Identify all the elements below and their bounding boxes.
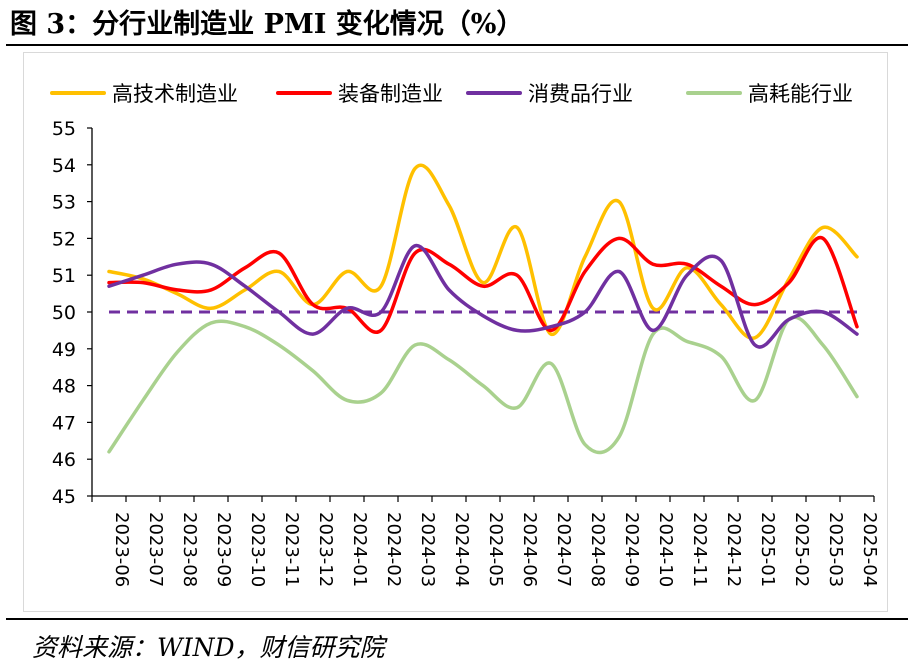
x-tick-label: 2023-09 — [213, 512, 234, 587]
bottom-rule — [6, 618, 908, 620]
y-tick-label: 46 — [52, 449, 76, 471]
legend-label-3: 消费品行业 — [528, 82, 633, 106]
x-tick-label: 2023-12 — [315, 512, 336, 587]
y-tick-label: 53 — [52, 192, 76, 214]
x-tick-label: 2025-02 — [791, 512, 812, 587]
x-tick-label: 2024-11 — [689, 512, 710, 587]
x-tick-label: 2025-01 — [757, 512, 778, 587]
x-axis: 2023-06 2023-07 2023-08 2023-09 2023-10 2023-… — [91, 495, 880, 587]
source-note: 资料来源：WIND，财信研究院 — [32, 633, 385, 662]
x-tick-label: 2024-04 — [451, 512, 472, 587]
series-layer — [107, 163, 859, 455]
y-tick-label: 47 — [52, 412, 76, 434]
y-tick-label: 50 — [52, 302, 76, 324]
x-tick-label: 2025-04 — [859, 512, 880, 587]
series-line-2 — [107, 235, 859, 334]
x-tick-label: 2023-07 — [145, 512, 166, 587]
x-tick-label: 2024-05 — [485, 512, 506, 587]
x-tick-label: 2024-03 — [417, 512, 438, 587]
chart-frame — [23, 52, 888, 612]
y-tick-label: 49 — [52, 339, 76, 361]
x-tick-label: 2023-06 — [111, 512, 132, 587]
top-rule — [6, 44, 908, 46]
x-tick-label: 2024-08 — [587, 512, 608, 587]
y-tick-label: 54 — [52, 155, 76, 177]
legend-label-4: 高耗能行业 — [748, 82, 853, 106]
x-tick-label: 2023-10 — [247, 512, 268, 587]
y-axis: 45 46 47 48 49 50 51 52 53 54 55 — [52, 118, 93, 508]
legend-label-1: 高技术制造业 — [112, 82, 238, 106]
x-tick-label: 2024-07 — [553, 512, 574, 587]
x-tick-label: 2024-09 — [621, 512, 642, 587]
series-line-4 — [107, 315, 859, 455]
legend-label-2: 装备制造业 — [338, 82, 443, 106]
x-tick-label: 2024-10 — [655, 512, 676, 587]
chart-legend: 高技术制造业 装备制造业 消费品行业 高耗能行业 — [50, 82, 853, 106]
y-tick-label: 52 — [52, 228, 76, 250]
x-tick-label: 2023-08 — [179, 512, 200, 587]
figure-title: 图 3：分行业制造业 PMI 变化情况（%） — [10, 9, 524, 40]
y-tick-label: 55 — [52, 118, 76, 140]
y-tick-label: 48 — [52, 376, 76, 398]
x-tick-label: 2023-11 — [281, 512, 302, 587]
x-tick-label: 2025-03 — [825, 512, 846, 587]
y-tick-label: 51 — [52, 265, 76, 287]
x-tick-label: 2024-02 — [383, 512, 404, 587]
x-tick-label: 2024-01 — [349, 512, 370, 587]
x-tick-label: 2024-06 — [519, 512, 540, 587]
series-line-1 — [107, 163, 859, 340]
x-tick-label: 2024-12 — [723, 512, 744, 587]
y-tick-label: 45 — [52, 486, 76, 508]
series-line-3 — [107, 244, 859, 349]
